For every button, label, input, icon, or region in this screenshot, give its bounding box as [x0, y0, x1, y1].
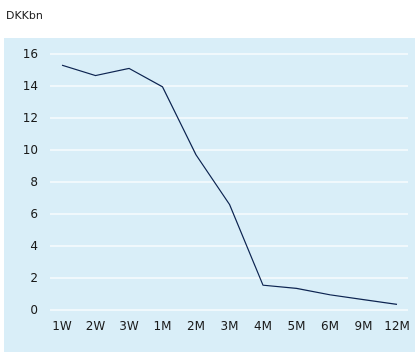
- x-tick-label-6M: 6M: [321, 319, 339, 333]
- data-point-3W: [127, 67, 130, 70]
- x-tick-label-2M: 2M: [187, 319, 205, 333]
- data-point-9M: [362, 298, 365, 301]
- y-tick-label-14: 14: [23, 79, 38, 93]
- data-point-12M: [395, 303, 398, 306]
- data-point-1M: [161, 85, 164, 88]
- data-point-5M: [295, 287, 298, 290]
- data-point-3M: [228, 203, 231, 206]
- series-layer: [60, 64, 398, 306]
- y-tick-label-2: 2: [30, 271, 38, 285]
- data-point-2M: [194, 153, 197, 156]
- y-tick-label-12: 12: [23, 111, 38, 125]
- x-tick-label-4M: 4M: [254, 319, 272, 333]
- x-tick-label-3W: 3W: [119, 319, 139, 333]
- y-tick-label-6: 6: [30, 207, 38, 221]
- series-line-0: [61, 64, 398, 305]
- x-tick-label-12M: 12M: [384, 319, 410, 333]
- x-tick-label-9M: 9M: [355, 319, 373, 333]
- x-tick-label-1M: 1M: [154, 319, 172, 333]
- y-tick-label-10: 10: [23, 143, 38, 157]
- y-tick-label-8: 8: [30, 175, 38, 189]
- x-tick-label-2W: 2W: [86, 319, 106, 333]
- data-point-2W: [94, 74, 97, 77]
- y-tick-label-4: 4: [30, 239, 38, 253]
- y-axis-unit-label: DKKbn: [6, 9, 43, 22]
- x-tick-label-1W: 1W: [52, 319, 72, 333]
- data-point-6M: [328, 293, 331, 296]
- data-point-4M: [261, 284, 264, 287]
- plot-background: [4, 38, 415, 352]
- gridlines: [50, 53, 408, 311]
- data-point-1W: [60, 64, 63, 67]
- x-axis-ticks: 1W 2W 3W 1M 2M 3M 4M 5M 6M 9M 12M: [52, 319, 410, 333]
- x-tick-label-3M: 3M: [221, 319, 239, 333]
- x-tick-label-5M: 5M: [288, 319, 306, 333]
- y-tick-label-16: 16: [23, 47, 38, 61]
- y-axis-ticks: 0 2 4 6 8 10 12 14 16: [23, 47, 38, 317]
- y-tick-label-0: 0: [30, 303, 38, 317]
